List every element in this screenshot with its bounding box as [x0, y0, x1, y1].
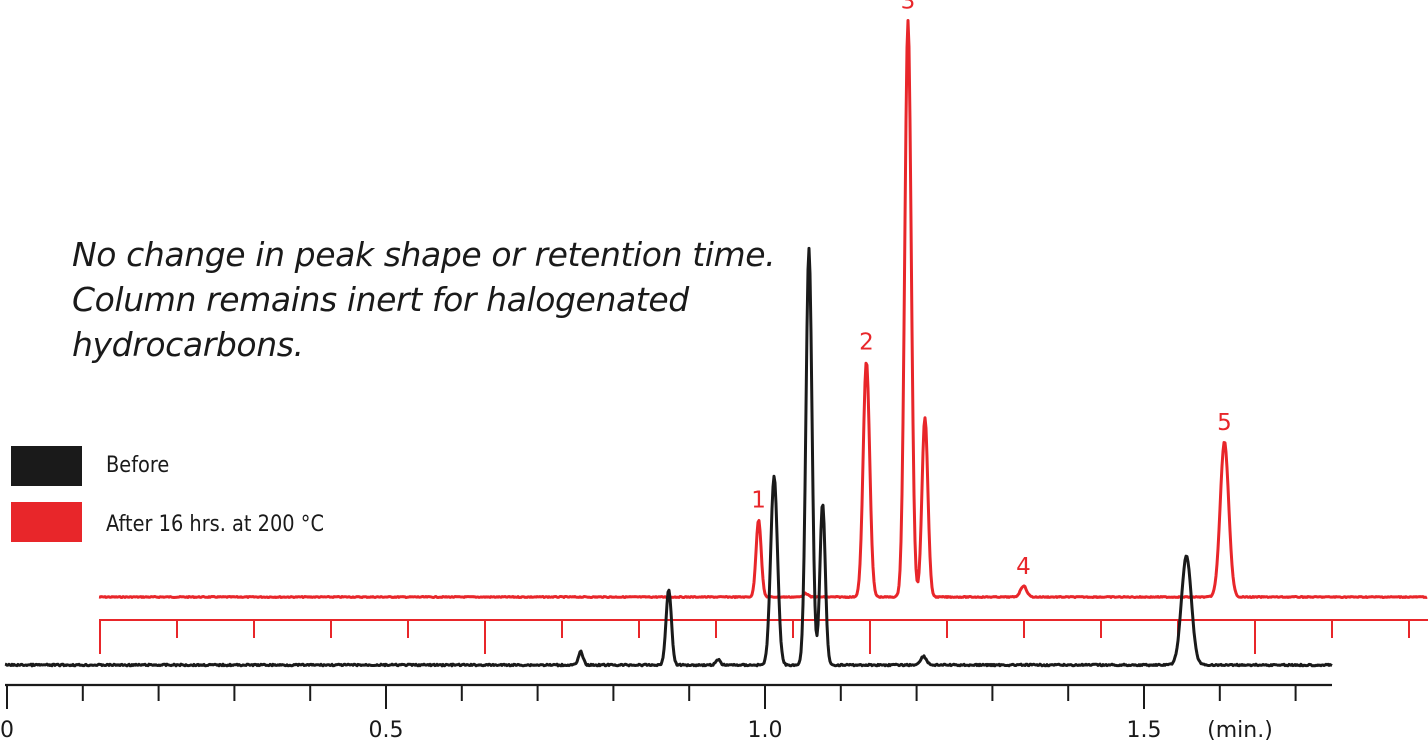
x-axis: 0 0.5 1.0 1.5 (min.) — [0, 683, 1332, 743]
x-tick-label-0: 0 — [0, 718, 14, 743]
peak-label-5: 5 — [1217, 410, 1232, 436]
x-tick-label-0-5: 0.5 — [369, 718, 404, 743]
peak-label-2: 2 — [859, 329, 874, 355]
series-line-before — [4, 246, 1333, 668]
x-axis-offset — [99, 619, 1428, 654]
annotation-line-2: Column remains inert for halogenated — [72, 280, 689, 319]
annotation-line-1: No change in peak shape or retention tim… — [72, 235, 776, 274]
x-tick-label-1-0: 1.0 — [748, 718, 783, 743]
series-line-after — [98, 19, 1428, 599]
peak-label-1: 1 — [751, 488, 766, 514]
peak-label-4: 4 — [1016, 554, 1031, 580]
x-tick-label-1-5: 1.5 — [1127, 718, 1162, 743]
annotation-line-3: hydrocarbons. — [72, 325, 304, 364]
legend-label-after: After 16 hrs. at 200 °C — [106, 512, 324, 537]
x-axis-unit-label: (min.) — [1207, 718, 1273, 743]
legend-swatch-after — [11, 502, 82, 542]
legend-swatch-before — [11, 446, 82, 486]
peak-label-3: 3 — [901, 0, 916, 14]
legend-label-before: Before — [106, 453, 170, 478]
chart-annotation: No change in peak shape or retention tim… — [72, 232, 832, 367]
